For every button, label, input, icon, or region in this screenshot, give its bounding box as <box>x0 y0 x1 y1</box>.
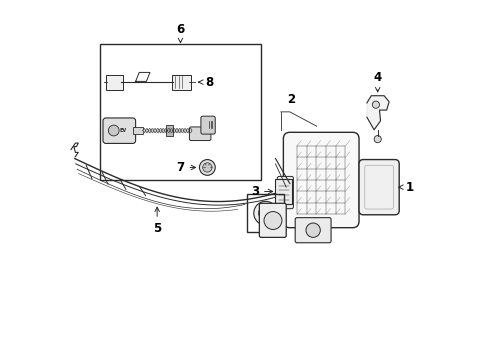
Text: EV: EV <box>120 128 126 133</box>
Text: 8: 8 <box>198 76 213 89</box>
FancyBboxPatch shape <box>190 127 211 140</box>
Circle shape <box>264 212 282 229</box>
FancyBboxPatch shape <box>133 127 143 134</box>
FancyBboxPatch shape <box>172 75 191 90</box>
FancyBboxPatch shape <box>277 176 294 209</box>
Circle shape <box>203 163 212 172</box>
Text: 7: 7 <box>176 161 196 174</box>
Circle shape <box>254 201 277 225</box>
Text: 3: 3 <box>251 185 273 198</box>
Circle shape <box>372 101 379 108</box>
FancyBboxPatch shape <box>166 126 173 135</box>
FancyBboxPatch shape <box>283 132 359 228</box>
FancyBboxPatch shape <box>275 179 292 204</box>
Bar <box>100 44 261 180</box>
FancyBboxPatch shape <box>105 75 122 90</box>
Text: 1: 1 <box>399 181 414 194</box>
Text: 4: 4 <box>373 71 382 92</box>
Text: 5: 5 <box>153 207 161 235</box>
FancyBboxPatch shape <box>259 203 286 237</box>
Circle shape <box>108 125 119 136</box>
FancyBboxPatch shape <box>295 218 331 243</box>
FancyBboxPatch shape <box>103 118 136 143</box>
Circle shape <box>199 159 215 175</box>
Circle shape <box>306 223 320 237</box>
Polygon shape <box>367 96 389 130</box>
FancyBboxPatch shape <box>201 116 215 134</box>
Text: 2: 2 <box>288 94 295 107</box>
FancyBboxPatch shape <box>359 159 399 215</box>
Circle shape <box>374 135 381 143</box>
Circle shape <box>258 206 273 220</box>
Text: 6: 6 <box>176 23 185 42</box>
